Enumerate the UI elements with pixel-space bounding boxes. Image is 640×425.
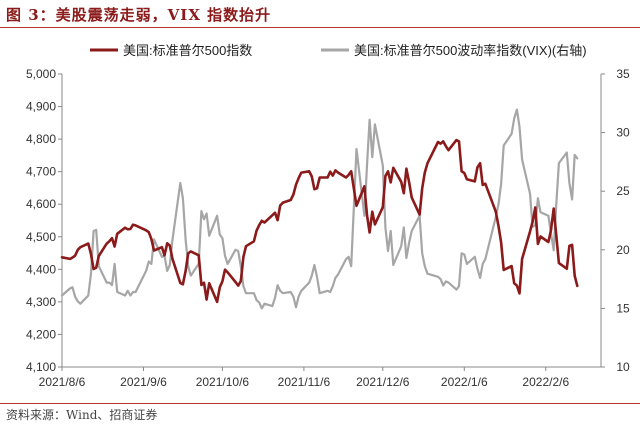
x-tick-label: 2021/9/6 (120, 375, 167, 389)
title-divider (0, 27, 640, 28)
x-axis: 2021/8/6 2021/9/6 2021/10/6 2021/11/6 2021/1… (39, 366, 601, 389)
source-divider (0, 403, 640, 404)
left-tick-label: 4,200 (26, 327, 56, 341)
figure-header: 图 3：美股震荡走弱，VIX 指数抬升 (0, 0, 640, 28)
legend-label: 美国:标准普尔500波动率指数(VIX)(右轴) (354, 43, 587, 58)
left-tick-label: 4,300 (26, 295, 56, 309)
figure-title: 图 3：美股震荡走弱，VIX 指数抬升 (6, 6, 272, 24)
right-tick-label: 35 (616, 67, 630, 81)
x-tick-label: 2022/1/6 (441, 375, 488, 389)
left-tick-label: 5,000 (26, 67, 56, 81)
right-y-axis: 10 15 20 25 30 35 (600, 67, 630, 374)
right-tick-label: 30 (616, 126, 630, 140)
chart-legend: 美国:标准普尔500指数 美国:标准普尔500波动率指数(VIX)(右轴) (90, 43, 587, 58)
left-tick-label: 4,500 (26, 230, 56, 244)
right-tick-label: 25 (616, 184, 630, 198)
x-tick-label: 2021/10/6 (196, 375, 250, 389)
left-tick-label: 4,900 (26, 100, 56, 114)
x-tick-label: 2022/2/6 (522, 375, 569, 389)
legend-label: 美国:标准普尔500指数 (123, 43, 252, 58)
plot-area (60, 108, 579, 310)
vix-series-line (60, 108, 579, 310)
left-tick-label: 4,400 (26, 262, 56, 276)
line-chart: 美国:标准普尔500指数 美国:标准普尔500波动率指数(VIX)(右轴) 4,1… (26, 43, 630, 389)
left-tick-label: 4,800 (26, 132, 56, 146)
right-tick-label: 15 (616, 301, 630, 315)
right-tick-label: 10 (616, 360, 630, 374)
left-tick-label: 4,700 (26, 165, 56, 179)
x-tick-label: 2021/11/6 (278, 375, 331, 389)
right-tick-label: 20 (616, 243, 630, 257)
sp500-series-line (60, 138, 579, 304)
x-tick-label: 2021/8/6 (39, 375, 86, 389)
left-tick-label: 4,600 (26, 197, 56, 211)
x-tick-label: 2021/12/6 (356, 375, 410, 389)
left-y-axis: 4,100 4,200 4,300 4,400 4,500 4,600 4,700 4,800… (26, 67, 63, 374)
left-tick-label: 4,100 (26, 360, 56, 374)
source-note: 资料来源：Wind、招商证券 (6, 408, 158, 422)
